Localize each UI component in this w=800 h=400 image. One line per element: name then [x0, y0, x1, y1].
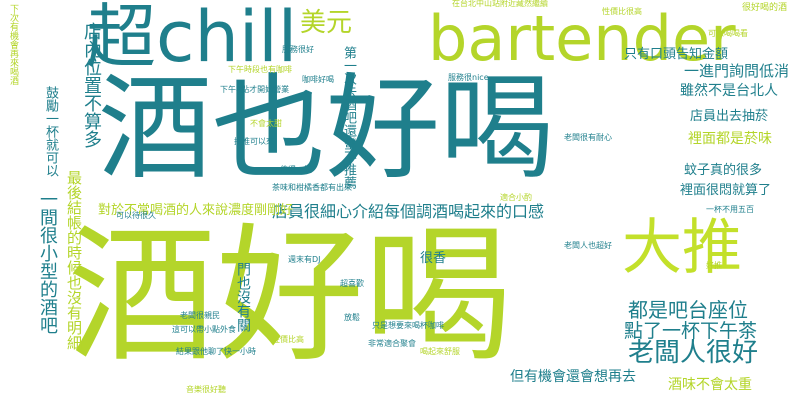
word: 只是想要來喝杯咖啡 — [372, 321, 444, 330]
word: 值得一試 — [280, 165, 312, 174]
word: 下次有機會再來喝酒 — [8, 4, 18, 85]
word: 咖啡好喝 — [302, 75, 334, 84]
word: 在台北中山站附近藏然繼續 — [452, 0, 548, 8]
word: 雖然不是台北人 — [680, 83, 778, 99]
word: 茶味和柑橘香都有出來 — [272, 183, 352, 192]
word: bartender — [428, 2, 736, 75]
word: 推推可以來 — [234, 137, 274, 146]
word: 第一次去酒吧還蠻不推薦 — [341, 46, 356, 189]
word: 很好喝的酒 — [742, 3, 788, 13]
word: 服務很nice — [448, 73, 489, 82]
word: 對於不常喝酒的人來說濃度剛剛好 — [98, 203, 294, 218]
word: 店員出去抽菸 — [690, 109, 769, 124]
word: 可以喝喝看 — [708, 29, 748, 38]
word: 點了一杯下午茶 — [624, 320, 758, 342]
word: 美元 — [300, 8, 353, 38]
word: 老闆很親民 — [180, 311, 220, 320]
word: 裡面很悶就算了 — [680, 183, 772, 198]
word: 一間很小型的酒吧 — [37, 190, 58, 334]
word: 都是吧台座位 — [628, 298, 748, 322]
word: 可以待很久 — [116, 211, 156, 220]
word: 這可以帶小點外食 — [172, 325, 236, 334]
word: 超喜歡 — [340, 279, 364, 288]
word: 門也沒有關 — [235, 262, 251, 332]
word: 但有機會還會想再去 — [510, 369, 636, 385]
word: 放鬆 — [344, 313, 360, 322]
word: 酒好喝 — [68, 210, 512, 382]
word: 老闆很有耐心 — [564, 133, 612, 142]
word: 不會太甜 — [250, 119, 282, 128]
word: 裡面都是菸味 — [688, 131, 772, 147]
word: 大推 — [622, 213, 742, 283]
word: 好推 — [706, 261, 722, 270]
word: 下午時段也有咖啡 — [228, 65, 292, 74]
word: 老闆人很好 — [628, 338, 759, 368]
word: 鼓勵一杯就可以 — [43, 86, 58, 177]
word: 酒也好喝 — [98, 62, 555, 195]
word: 很香 — [420, 251, 447, 266]
word: 店員很細心介紹每個調酒喝起來的口感 — [272, 202, 545, 221]
word: 店內位置不算多 — [81, 22, 102, 148]
word: 一杯不用五百 — [706, 205, 754, 214]
word: 只有口頭告知金額 — [624, 47, 729, 62]
word: 適合小酌 — [500, 193, 532, 202]
word: 服務很好 — [282, 45, 314, 54]
word: 一進門詢問低消 — [684, 62, 790, 80]
word: 喝起來舒服 — [420, 347, 460, 356]
word: 音樂很好聽 — [186, 385, 226, 394]
word: 超chill — [86, 0, 298, 78]
word: 最後結帳的時候也沒有明細 — [65, 170, 83, 350]
word: 非常適合聚會 — [368, 339, 416, 348]
word: 性價比高 — [272, 335, 304, 344]
word: 酒味不會太重 — [668, 377, 752, 393]
word: 性價比很高 — [602, 7, 642, 16]
word: 週末有DJ — [288, 255, 321, 264]
word: 老闆人也超好 — [564, 241, 612, 250]
word: 下午4點才開始營業 — [220, 85, 290, 94]
word: 結果跟他聊了快一小時 — [176, 347, 256, 356]
word: 蚊子真的很多 — [684, 163, 763, 178]
